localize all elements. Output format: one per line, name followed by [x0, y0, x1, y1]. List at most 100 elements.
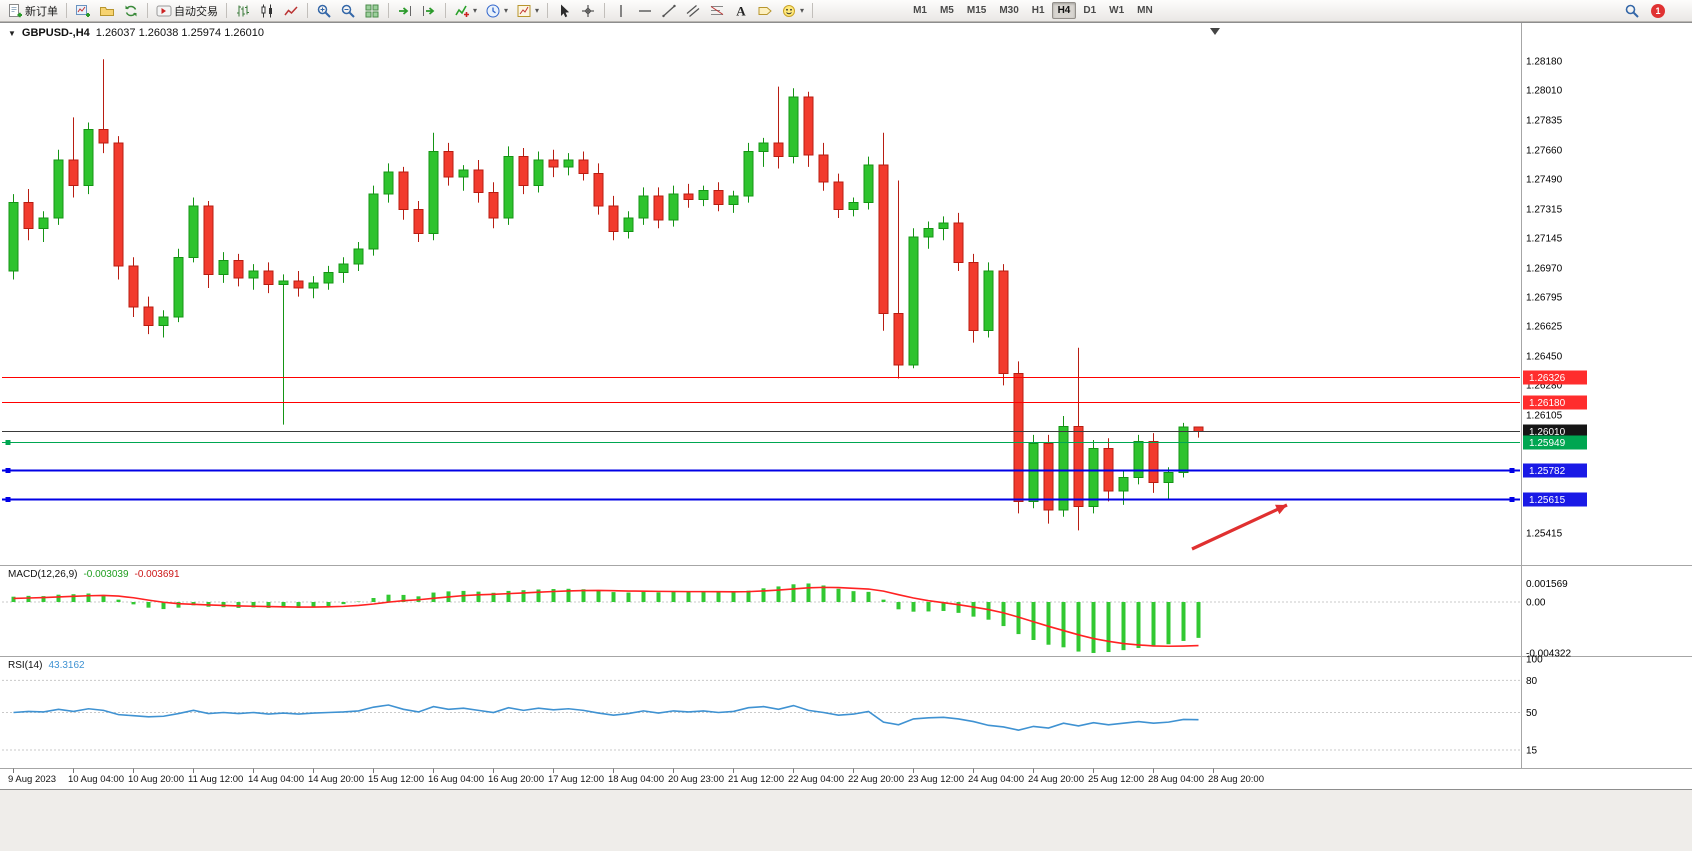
hline-1.26010[interactable]: 1.26010	[2, 424, 1587, 439]
timeframe-m15-button[interactable]: M15	[966, 5, 987, 16]
line-mode-button[interactable]	[279, 0, 303, 21]
candle-body	[818, 154, 829, 183]
horizontal-line-button[interactable]	[633, 0, 657, 21]
new-chart-icon	[75, 3, 91, 19]
macd-pane: 0.001569 0.00 -0.004322	[2, 579, 1571, 659]
candle-body	[158, 316, 169, 327]
channel-button[interactable]	[681, 0, 705, 21]
candle-body	[1193, 426, 1204, 432]
candle-body	[848, 202, 859, 211]
fibonacci-button[interactable]	[705, 0, 729, 21]
trend-arrow-annotation[interactable]	[1191, 503, 1288, 551]
timeframe-d1-button[interactable]: D1	[1083, 5, 1097, 16]
svg-text:50: 50	[1526, 708, 1538, 719]
dropdown-caret-icon: ▾	[504, 6, 509, 15]
candle-body	[1043, 442, 1054, 511]
time-label: 10 Aug 20:00	[128, 774, 184, 785]
vertical-line-button[interactable]	[609, 0, 633, 21]
periods-button[interactable]: ▾	[481, 0, 512, 21]
time-label: 28 Aug 20:00	[1208, 774, 1264, 785]
crosshair-button[interactable]	[576, 0, 600, 21]
refresh-button[interactable]	[119, 0, 143, 21]
candle-body	[413, 209, 424, 234]
timeframe-h1-button[interactable]: H1	[1031, 5, 1045, 16]
tile-windows-button[interactable]	[360, 0, 384, 21]
time-label: 22 Aug 04:00	[788, 774, 844, 785]
bar-chart-mode-button[interactable]	[231, 0, 255, 21]
cursor-button[interactable]	[552, 0, 576, 21]
line-handle[interactable]	[5, 440, 11, 445]
trendline-icon	[661, 3, 677, 19]
new-chart-button[interactable]	[71, 0, 95, 21]
rsi-pane: 100 80 50 15	[2, 655, 1543, 756]
timeframe-m1-button[interactable]: M1	[913, 5, 927, 16]
timeframe-w1-button[interactable]: W1	[1109, 5, 1125, 16]
candle-body	[563, 159, 574, 168]
hline-1.25615[interactable]: 1.25615	[2, 492, 1587, 507]
text-button[interactable]: A	[729, 0, 753, 21]
zoom-out-button[interactable]	[336, 0, 360, 21]
candle-body	[968, 261, 979, 332]
candle-body	[713, 190, 724, 205]
candle-body	[113, 142, 124, 267]
chart-collapse-triangle-icon[interactable]: ▼	[8, 29, 16, 38]
hline-1.26326[interactable]: 1.26326	[2, 370, 1587, 385]
zoom-in-button[interactable]	[312, 0, 336, 21]
line-handle[interactable]	[5, 497, 11, 502]
rsi-line	[13, 704, 1199, 731]
line-handle[interactable]	[5, 468, 11, 473]
chart-ohlc-values: 1.26037 1.26038 1.25974 1.26010	[95, 27, 264, 39]
new-order-button[interactable]: 新订单	[3, 0, 62, 21]
indicators-button[interactable]: ▾	[450, 0, 481, 21]
chart-shift-button[interactable]	[417, 0, 441, 21]
time-label: 25 Aug 12:00	[1088, 774, 1144, 785]
candle-body	[683, 193, 694, 200]
new-order-icon	[7, 3, 23, 19]
new-order-label: 新订单	[25, 5, 58, 18]
timeframe-m30-button[interactable]: M30	[999, 5, 1019, 16]
candle-body	[803, 96, 814, 156]
text-icon: A	[733, 3, 749, 19]
candle-body	[293, 280, 304, 289]
rsi-label: RSI(14) 43.3162	[8, 660, 85, 671]
notification-badge[interactable]: 1	[1651, 3, 1665, 18]
profiles-button[interactable]	[95, 0, 119, 21]
candle-body	[68, 159, 79, 187]
shapes-button[interactable]: ▾	[777, 0, 808, 21]
text-label-button[interactable]	[753, 0, 777, 21]
toolbar-separator	[604, 3, 606, 18]
time-label: 28 Aug 04:00	[1148, 774, 1204, 785]
candle-body	[8, 202, 19, 272]
time-label: 9 Aug 2023	[8, 774, 56, 785]
timeframe-mn-button[interactable]: MN	[1137, 5, 1153, 16]
candle-mode-button[interactable]	[255, 0, 279, 21]
line-handle[interactable]	[1509, 497, 1515, 502]
templates-button[interactable]: ▾	[512, 0, 543, 21]
svg-text:1.27835: 1.27835	[1526, 116, 1563, 127]
candle-body	[368, 193, 379, 250]
candle-body	[53, 159, 64, 219]
chart-canvas[interactable]: 1.28180 1.28010 1.27835 1.27660 1.27490 1.273…	[0, 23, 1692, 791]
hline-1.25782[interactable]: 1.25782	[2, 463, 1587, 478]
time-label: 17 Aug 12:00	[548, 774, 604, 785]
toolbar-separator	[307, 3, 308, 18]
toolbar-separator	[226, 3, 227, 18]
period-icon	[485, 3, 501, 19]
candle-body	[953, 222, 964, 263]
label-icon	[757, 3, 773, 19]
auto-scroll-button[interactable]	[393, 0, 417, 21]
timeframe-h4-button[interactable]: H4	[1051, 2, 1077, 19]
svg-text:0.001569: 0.001569	[1526, 579, 1568, 590]
time-label: 14 Aug 20:00	[308, 774, 364, 785]
profiles-icon	[99, 3, 115, 19]
macd-name: MACD(12,26,9)	[8, 569, 78, 580]
line-handle[interactable]	[1509, 468, 1515, 473]
trendline-button[interactable]	[657, 0, 681, 21]
timeframe-m5-button[interactable]: M5	[939, 5, 954, 16]
search-button[interactable]	[1620, 0, 1644, 21]
hline-1.26180[interactable]: 1.26180	[2, 395, 1587, 410]
candle-body	[698, 190, 709, 200]
auto-trading-button[interactable]: 自动交易	[152, 0, 222, 21]
hline-1.25949[interactable]: 1.25949	[2, 435, 1587, 450]
candle-body	[518, 156, 529, 187]
